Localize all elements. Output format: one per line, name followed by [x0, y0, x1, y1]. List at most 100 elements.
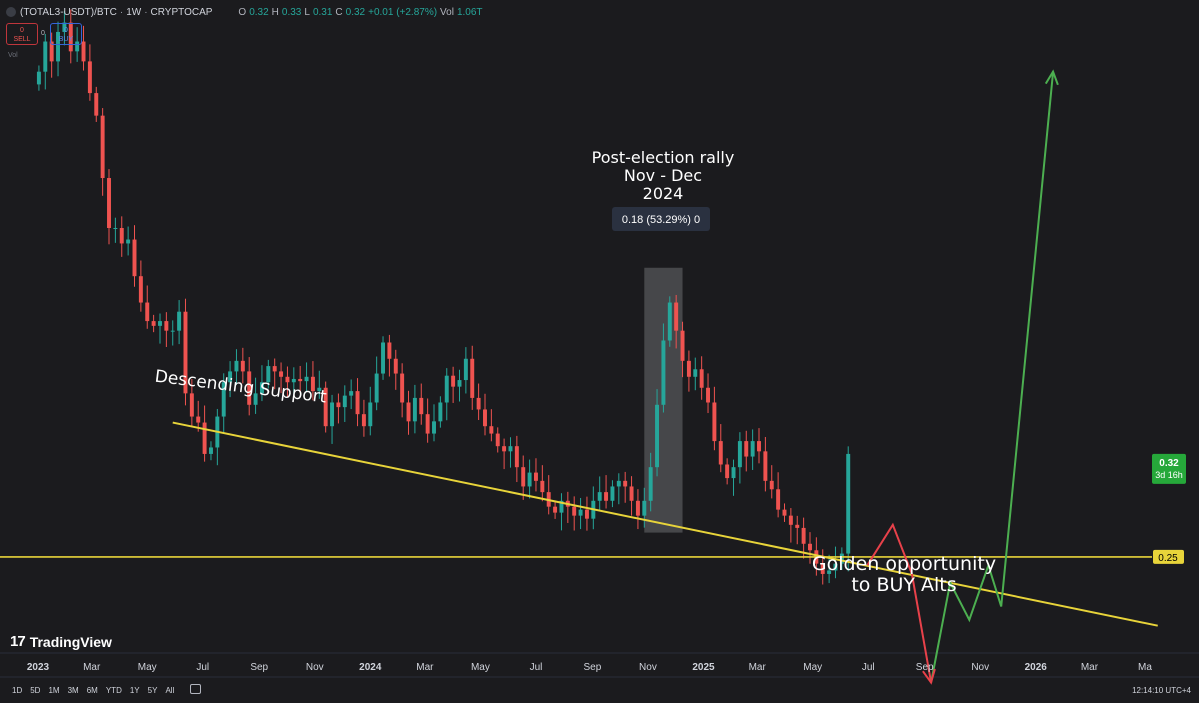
- candle[interactable]: [674, 302, 679, 331]
- candle[interactable]: [317, 387, 322, 392]
- candle[interactable]: [336, 402, 341, 408]
- candle[interactable]: [406, 402, 411, 422]
- candle[interactable]: [81, 41, 86, 62]
- range-button-6m[interactable]: 6M: [86, 686, 98, 695]
- candle[interactable]: [208, 447, 213, 454]
- candle[interactable]: [725, 464, 730, 479]
- candle[interactable]: [75, 41, 80, 52]
- interval-label[interactable]: 1W: [126, 6, 142, 18]
- candle[interactable]: [432, 421, 436, 434]
- candle[interactable]: [368, 402, 373, 427]
- candle[interactable]: [750, 441, 755, 457]
- range-button-5y[interactable]: 5Y: [147, 686, 158, 695]
- candle[interactable]: [718, 441, 723, 465]
- candle[interactable]: [43, 41, 48, 72]
- candle[interactable]: [495, 433, 500, 447]
- candle[interactable]: [527, 472, 532, 487]
- candle[interactable]: [221, 382, 226, 417]
- candle[interactable]: [463, 358, 468, 381]
- candle[interactable]: [489, 426, 494, 434]
- candle[interactable]: [158, 321, 162, 326]
- candle[interactable]: [757, 441, 761, 452]
- candle[interactable]: [782, 509, 787, 516]
- candle[interactable]: [776, 489, 781, 510]
- candle[interactable]: [763, 451, 768, 481]
- candle[interactable]: [438, 402, 443, 422]
- candle[interactable]: [285, 376, 290, 383]
- candle[interactable]: [693, 369, 698, 377]
- candle[interactable]: [808, 543, 812, 551]
- range-button-5d[interactable]: 5D: [30, 686, 41, 695]
- symbol-name[interactable]: (TOTAL3-USDT)/BTC: [20, 6, 117, 18]
- candle[interactable]: [138, 276, 143, 303]
- candle[interactable]: [470, 358, 475, 398]
- candle[interactable]: [202, 422, 207, 454]
- candle[interactable]: [387, 342, 392, 359]
- candle[interactable]: [483, 409, 487, 427]
- candle[interactable]: [62, 22, 67, 32]
- candle[interactable]: [839, 553, 844, 564]
- volume-indicator-label[interactable]: Vol: [8, 52, 18, 59]
- candle[interactable]: [476, 397, 481, 410]
- candle[interactable]: [87, 61, 92, 94]
- candle[interactable]: [100, 115, 105, 179]
- candle[interactable]: [712, 402, 717, 442]
- candle[interactable]: [667, 302, 672, 341]
- candle[interactable]: [240, 360, 245, 372]
- candle[interactable]: [253, 393, 258, 405]
- clock[interactable]: 12:14:10 UTC+4: [1132, 686, 1191, 695]
- candle[interactable]: [686, 360, 691, 377]
- candle[interactable]: [272, 366, 277, 372]
- candle[interactable]: [381, 342, 386, 374]
- candle[interactable]: [521, 467, 526, 487]
- candle[interactable]: [451, 375, 456, 387]
- candle[interactable]: [259, 382, 264, 394]
- candle[interactable]: [661, 340, 666, 405]
- range-button-1y[interactable]: 1Y: [129, 686, 140, 695]
- candle[interactable]: [36, 71, 41, 85]
- candle[interactable]: [228, 371, 233, 383]
- candle[interactable]: [189, 393, 194, 417]
- candle[interactable]: [533, 472, 538, 481]
- range-button-all[interactable]: All: [165, 686, 175, 695]
- candle[interactable]: [597, 492, 602, 501]
- candle[interactable]: [145, 302, 150, 322]
- candle[interactable]: [629, 486, 634, 501]
- candle[interactable]: [801, 527, 806, 544]
- candle[interactable]: [330, 402, 335, 427]
- candle[interactable]: [444, 375, 449, 403]
- buy-button[interactable]: 0 BUY: [50, 23, 82, 45]
- candle[interactable]: [49, 41, 54, 62]
- candle[interactable]: [502, 446, 507, 452]
- candle[interactable]: [769, 480, 774, 490]
- candle[interactable]: [788, 515, 793, 525]
- candle[interactable]: [553, 506, 558, 513]
- candle[interactable]: [584, 509, 589, 519]
- candle[interactable]: [616, 480, 621, 487]
- candle[interactable]: [151, 321, 156, 326]
- candle[interactable]: [126, 239, 131, 244]
- candle[interactable]: [183, 311, 188, 394]
- candle[interactable]: [635, 500, 640, 516]
- candle[interactable]: [374, 373, 379, 403]
- candle[interactable]: [393, 358, 398, 374]
- candle[interactable]: [304, 376, 309, 382]
- candle[interactable]: [514, 446, 519, 468]
- descending-support-line[interactable]: [172, 421, 1158, 627]
- candle[interactable]: [119, 227, 124, 244]
- candle[interactable]: [132, 239, 137, 277]
- candle[interactable]: [604, 492, 609, 501]
- candle[interactable]: [706, 387, 711, 403]
- candle[interactable]: [833, 563, 838, 571]
- candle[interactable]: [196, 416, 201, 423]
- candle[interactable]: [349, 391, 354, 396]
- candle[interactable]: [648, 467, 653, 501]
- candle[interactable]: [94, 93, 99, 116]
- candle[interactable]: [107, 178, 111, 228]
- projection-down-path[interactable]: [866, 522, 933, 683]
- candle[interactable]: [247, 371, 252, 405]
- candle[interactable]: [846, 453, 851, 554]
- candle[interactable]: [559, 500, 564, 513]
- candle[interactable]: [412, 397, 417, 422]
